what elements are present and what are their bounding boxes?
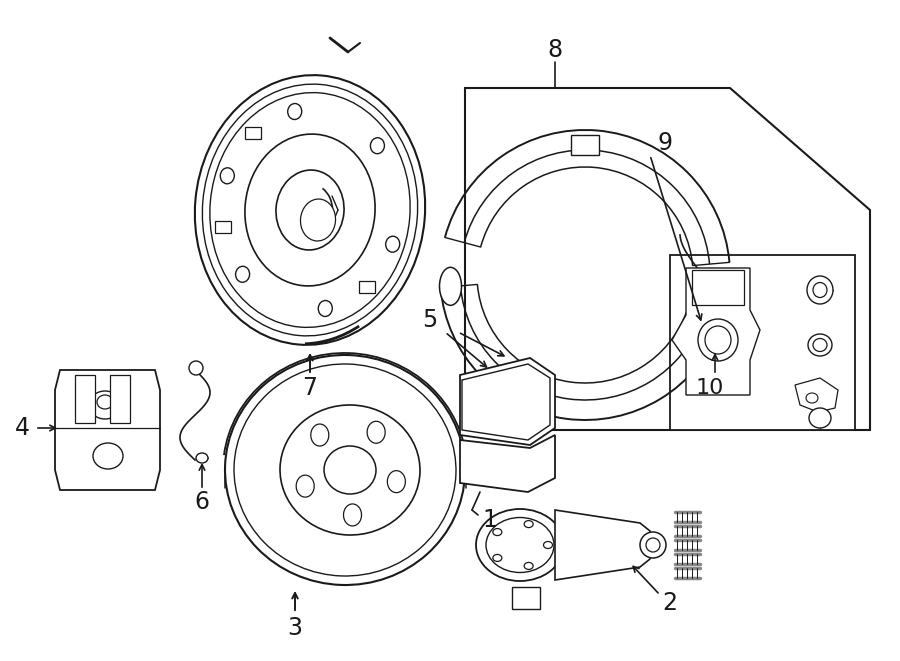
Bar xyxy=(670,255,855,430)
Ellipse shape xyxy=(210,93,410,327)
Ellipse shape xyxy=(524,563,533,569)
Polygon shape xyxy=(460,358,555,445)
Ellipse shape xyxy=(813,282,827,297)
Text: 10: 10 xyxy=(696,378,725,398)
Ellipse shape xyxy=(544,541,553,549)
Ellipse shape xyxy=(288,104,302,120)
Ellipse shape xyxy=(813,338,827,352)
Bar xyxy=(512,587,540,609)
Polygon shape xyxy=(672,268,760,395)
Bar xyxy=(75,375,95,423)
Text: 1: 1 xyxy=(482,508,498,532)
Text: 2: 2 xyxy=(662,591,678,615)
Polygon shape xyxy=(795,378,838,412)
Text: 5: 5 xyxy=(422,308,437,332)
Ellipse shape xyxy=(808,334,832,356)
Ellipse shape xyxy=(807,276,833,304)
Ellipse shape xyxy=(194,75,425,345)
Ellipse shape xyxy=(319,301,332,317)
Ellipse shape xyxy=(189,361,203,375)
Polygon shape xyxy=(55,370,160,490)
Ellipse shape xyxy=(386,236,400,253)
Bar xyxy=(571,135,599,155)
Bar xyxy=(110,375,130,423)
Ellipse shape xyxy=(280,405,420,535)
Ellipse shape xyxy=(89,391,121,419)
Text: 9: 9 xyxy=(658,131,672,155)
Polygon shape xyxy=(462,364,550,440)
Ellipse shape xyxy=(705,326,731,354)
Bar xyxy=(246,128,261,139)
Text: 7: 7 xyxy=(302,376,318,400)
Ellipse shape xyxy=(371,137,384,154)
Polygon shape xyxy=(460,435,555,492)
Ellipse shape xyxy=(439,267,462,305)
Ellipse shape xyxy=(301,199,336,241)
Ellipse shape xyxy=(234,364,456,576)
Ellipse shape xyxy=(245,134,375,286)
Ellipse shape xyxy=(93,443,123,469)
Ellipse shape xyxy=(202,84,418,336)
Ellipse shape xyxy=(493,555,502,561)
Ellipse shape xyxy=(809,408,831,428)
Ellipse shape xyxy=(196,453,208,463)
Polygon shape xyxy=(465,88,870,430)
Ellipse shape xyxy=(486,518,554,572)
Ellipse shape xyxy=(220,168,234,184)
Ellipse shape xyxy=(524,521,533,527)
Ellipse shape xyxy=(493,529,502,535)
Bar xyxy=(215,221,231,233)
Text: 6: 6 xyxy=(194,490,210,514)
Ellipse shape xyxy=(646,538,660,552)
Polygon shape xyxy=(555,510,650,580)
Bar xyxy=(358,281,374,293)
Ellipse shape xyxy=(324,446,376,494)
Ellipse shape xyxy=(276,170,344,250)
Ellipse shape xyxy=(476,509,564,581)
Text: 4: 4 xyxy=(14,416,30,440)
Ellipse shape xyxy=(236,266,249,282)
Ellipse shape xyxy=(97,395,113,409)
Ellipse shape xyxy=(640,532,666,558)
Text: 8: 8 xyxy=(547,38,562,62)
Ellipse shape xyxy=(225,355,465,585)
Ellipse shape xyxy=(806,393,818,403)
Ellipse shape xyxy=(698,319,738,361)
Bar xyxy=(692,270,744,305)
Text: 3: 3 xyxy=(287,616,302,640)
